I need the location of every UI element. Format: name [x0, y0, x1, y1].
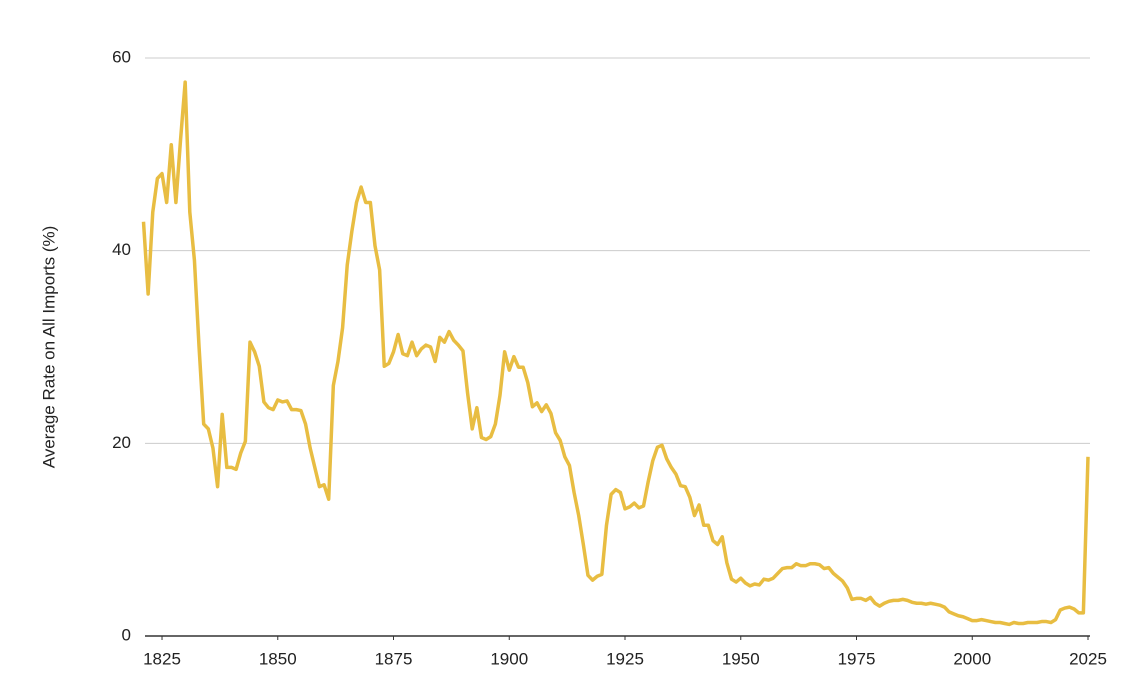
y-tick-label: 40 — [112, 240, 131, 259]
y-axis-label: Average Rate on All Imports (%) — [39, 226, 58, 469]
y-tick-label: 0 — [122, 625, 131, 644]
y-tick-label: 20 — [112, 433, 131, 452]
x-tick-label: 1925 — [606, 649, 644, 668]
x-tick-label: 1850 — [259, 649, 297, 668]
x-tick-label: 2000 — [953, 649, 991, 668]
x-tick-label: 1950 — [722, 649, 760, 668]
x-tick-label: 2025 — [1069, 649, 1107, 668]
x-tick-label: 1975 — [838, 649, 876, 668]
x-tick-label: 1875 — [375, 649, 413, 668]
data-line — [141, 80, 1090, 627]
x-tick-label: 1825 — [143, 649, 181, 668]
x-tick-label: 1900 — [490, 649, 528, 668]
y-tick-label: 60 — [112, 47, 131, 66]
